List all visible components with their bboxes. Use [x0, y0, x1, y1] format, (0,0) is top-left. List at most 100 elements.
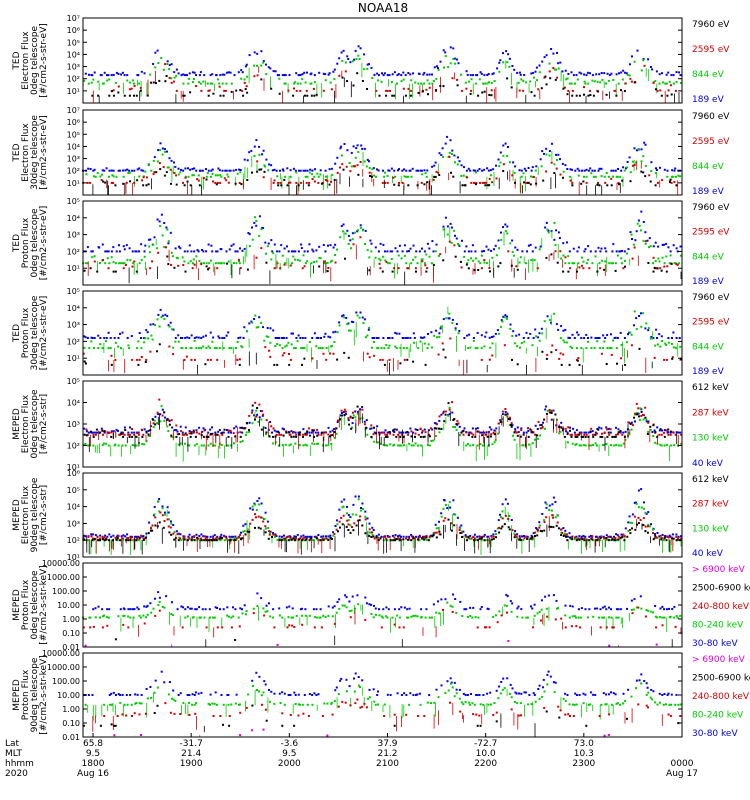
data-point	[410, 444, 413, 447]
data-point	[613, 435, 616, 438]
data-point	[459, 527, 462, 530]
data-point	[635, 161, 638, 164]
data-point	[442, 49, 445, 52]
data-point	[615, 608, 618, 611]
data-point	[306, 260, 309, 263]
data-point	[385, 94, 388, 97]
data-point	[488, 94, 491, 96]
data-point	[489, 174, 492, 177]
data-point	[361, 147, 364, 150]
data-point	[243, 81, 246, 84]
data-point	[105, 167, 108, 170]
data-point	[410, 430, 413, 433]
data-point	[425, 175, 428, 178]
data-point	[534, 328, 537, 331]
data-point	[361, 524, 364, 527]
y-tick-label: 10¹	[67, 463, 80, 472]
data-point	[629, 77, 632, 80]
data-point	[149, 429, 152, 432]
data-point	[393, 608, 396, 611]
data-point	[154, 415, 157, 418]
data-point	[385, 89, 388, 92]
data-point	[364, 518, 367, 521]
data-point	[578, 169, 581, 172]
data-point	[449, 139, 452, 142]
data-point	[364, 510, 367, 513]
data-point	[640, 410, 643, 413]
data-point	[644, 406, 647, 409]
data-point	[248, 530, 251, 533]
data-point	[349, 416, 352, 419]
data-point	[366, 67, 369, 70]
data-point	[389, 250, 392, 253]
data-point	[605, 538, 608, 541]
data-point	[383, 535, 386, 538]
data-point	[272, 435, 275, 438]
data-point	[187, 82, 190, 85]
data-point	[429, 427, 432, 430]
data-point	[594, 607, 596, 610]
data-point	[386, 74, 389, 77]
data-point	[507, 146, 509, 148]
data-point	[637, 516, 640, 519]
data-point	[146, 331, 149, 334]
data-point	[354, 165, 356, 168]
data-point	[596, 80, 599, 83]
data-point	[349, 329, 352, 332]
data-point	[368, 356, 371, 359]
data-point	[514, 181, 516, 184]
data-point	[233, 427, 236, 430]
data-point	[535, 165, 538, 168]
data-point	[168, 423, 171, 426]
data-point	[285, 536, 288, 539]
data-point	[277, 74, 280, 77]
data-point	[166, 425, 169, 428]
data-point	[239, 89, 242, 92]
data-point	[628, 156, 631, 159]
data-point	[119, 332, 121, 335]
data-point	[216, 181, 219, 184]
data-point	[129, 535, 132, 538]
data-point	[98, 431, 101, 434]
data-point	[133, 433, 136, 436]
data-point	[207, 94, 210, 97]
data-point	[521, 250, 524, 253]
data-point	[110, 535, 113, 538]
data-point	[530, 429, 533, 432]
data-point	[610, 616, 613, 619]
data-point	[678, 71, 680, 74]
data-point	[503, 523, 506, 526]
data-point	[135, 270, 138, 273]
data-point	[369, 239, 372, 242]
data-point	[333, 179, 336, 181]
series-80-240-kev	[82, 601, 682, 633]
data-point	[373, 431, 376, 434]
data-point	[654, 441, 657, 444]
data-point	[125, 244, 128, 247]
data-point	[468, 333, 471, 336]
data-point	[284, 82, 287, 85]
data-point	[546, 353, 549, 356]
data-point	[461, 615, 464, 617]
data-point	[318, 245, 321, 248]
data-point	[233, 262, 235, 264]
data-point	[244, 434, 247, 436]
data-point	[299, 537, 302, 540]
data-point	[573, 431, 576, 434]
data-point	[106, 535, 109, 538]
data-point	[227, 71, 230, 74]
data-point	[598, 337, 601, 339]
data-point	[421, 258, 424, 261]
data-point	[491, 354, 494, 357]
data-point	[566, 535, 569, 538]
data-point	[188, 444, 191, 447]
data-point	[329, 534, 332, 537]
data-point	[630, 333, 633, 336]
data-point	[500, 238, 503, 241]
data-point	[167, 518, 170, 521]
data-point	[612, 243, 615, 246]
data-point	[135, 444, 138, 447]
data-point	[587, 337, 589, 339]
data-point	[241, 431, 244, 434]
